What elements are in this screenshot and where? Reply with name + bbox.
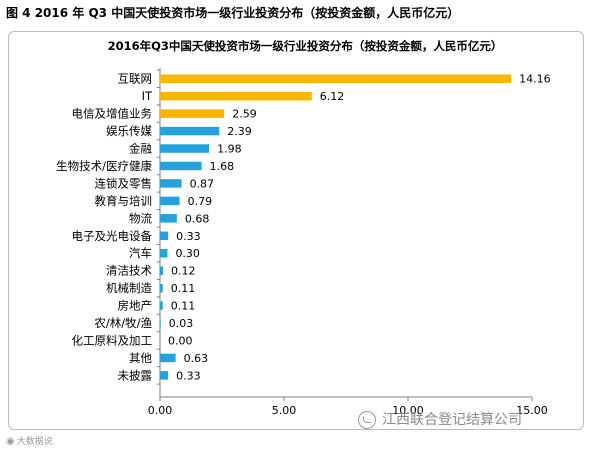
category-label: 其他 xyxy=(129,351,152,365)
wechat-icon xyxy=(358,411,376,429)
bar xyxy=(160,109,225,118)
value-label: 6.12 xyxy=(320,90,345,103)
value-label: 0.11 xyxy=(171,282,196,295)
bar xyxy=(160,371,169,380)
category-label: 教育与培训 xyxy=(95,194,153,208)
value-label: 0.63 xyxy=(184,352,209,365)
bar xyxy=(160,318,161,328)
value-label: 0.33 xyxy=(176,230,201,243)
value-label: 0.03 xyxy=(169,317,194,330)
bar xyxy=(160,353,176,363)
category-label: 金融 xyxy=(129,142,152,156)
value-label: 2.39 xyxy=(227,125,252,138)
bar xyxy=(160,301,163,310)
category-label: 化工原料及加工 xyxy=(72,333,153,347)
bar xyxy=(160,74,512,83)
category-label: 电子及光电设备 xyxy=(72,229,153,243)
watermark-left-text: 大数据说 xyxy=(16,437,53,447)
bar xyxy=(160,126,220,136)
category-label: 机械制造 xyxy=(106,281,152,295)
bar xyxy=(160,144,210,153)
bar xyxy=(160,266,163,275)
chart-frame xyxy=(8,31,584,430)
x-tick-label: 5.00 xyxy=(272,404,297,417)
bar xyxy=(160,231,169,241)
category-label: 清洁技术 xyxy=(106,264,152,278)
value-label: 0.87 xyxy=(190,177,215,190)
category-label: 连锁及零售 xyxy=(95,176,153,190)
bar xyxy=(160,91,312,101)
value-label: 2.59 xyxy=(232,108,257,121)
category-label: 生物技术/医疗健康 xyxy=(56,159,152,173)
value-label: 0.68 xyxy=(185,212,210,225)
chart-title: 2016年Q3中国天使投资市场一级行业投资分布（按投资金额，人民币亿元） xyxy=(107,39,503,53)
category-label: 娱乐传媒 xyxy=(106,124,152,138)
wechat-watermark: 江西联合登记结算公司 xyxy=(358,409,590,431)
x-tick-label: 15.00 xyxy=(516,404,548,417)
bar xyxy=(160,179,182,188)
watermark-right-text: 江西联合登记结算公司 xyxy=(382,412,522,428)
value-label: 0.33 xyxy=(176,369,201,382)
weibo-icon: ◉ xyxy=(6,436,15,447)
bar xyxy=(160,248,168,258)
bar xyxy=(160,214,177,223)
value-label: 1.68 xyxy=(210,160,235,173)
x-tick-label: 10.00 xyxy=(392,404,424,417)
category-label: 未披露 xyxy=(118,368,153,382)
category-label: 汽车 xyxy=(129,246,152,260)
value-label: 0.30 xyxy=(175,247,200,260)
x-tick-label: 0.00 xyxy=(148,404,173,417)
value-label: 0.79 xyxy=(188,195,213,208)
value-label: 1.98 xyxy=(217,143,242,156)
bar xyxy=(160,283,163,293)
figure-title: 图 4 2016 年 Q3 中国天使投资市场一级行业投资分布（按投资金额，人民币… xyxy=(6,6,460,20)
value-label: 0.12 xyxy=(171,265,196,278)
value-label: 0.00 xyxy=(168,334,193,347)
category-label: 物流 xyxy=(129,211,152,225)
category-label: 互联网 xyxy=(118,72,153,86)
category-label: 房地产 xyxy=(118,299,153,313)
category-label: IT xyxy=(142,89,153,103)
category-label: 农/林/牧/渔 xyxy=(94,316,152,330)
bar xyxy=(160,196,180,206)
weibo-watermark: ◉ 大数据说 xyxy=(6,434,53,450)
bar xyxy=(160,161,202,171)
category-label: 电信及增值业务 xyxy=(72,107,153,121)
value-label: 14.16 xyxy=(519,73,551,86)
value-label: 0.11 xyxy=(171,300,196,313)
